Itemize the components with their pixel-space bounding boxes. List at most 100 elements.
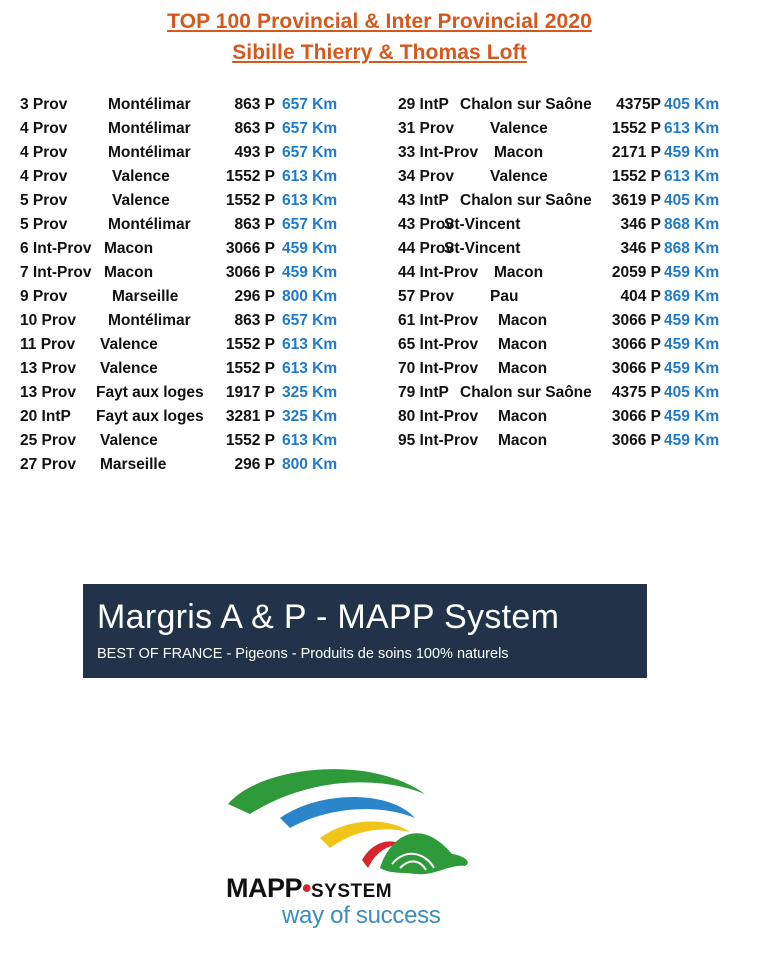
rank-race: 9 Prov — [20, 288, 68, 305]
distance: 405 Km — [664, 96, 720, 113]
points: 1552 P — [225, 432, 275, 449]
result-row: 44 Int-Prov Macon 2059 P 459 Km — [398, 261, 743, 285]
release-place: Macon — [498, 336, 548, 353]
distance: 325 Km — [282, 384, 338, 401]
rank-race: 25 Prov — [20, 432, 77, 449]
rank-race: 13 Prov — [20, 360, 77, 377]
release-place: Macon — [498, 408, 548, 425]
rank-race: 43 IntP — [398, 192, 449, 209]
page-title: TOP 100 Provincial & Inter Provincial 20… — [167, 10, 592, 33]
release-place: Chalon sur Saône — [460, 192, 592, 209]
logo-tagline: way of success — [282, 902, 441, 929]
logo-dot-icon: • — [302, 873, 311, 903]
release-place: Macon — [104, 264, 154, 281]
distance: 869 Km — [664, 288, 720, 305]
result-row: 33 Int-Prov Macon 2171 P 459 Km — [398, 141, 743, 165]
logo-brand: MAPP — [226, 873, 303, 903]
rank-race: 80 Int-Prov — [398, 408, 479, 425]
points: 1552 P — [225, 168, 275, 185]
result-row: 4 Prov Montélimar 493 P 657 Km — [20, 141, 380, 165]
result-row: 31 Prov Valence 1552 P 613 Km — [398, 117, 743, 141]
distance: 613 Km — [282, 360, 338, 377]
result-row: 11 Prov Valence 1552 P 613 Km — [20, 333, 380, 357]
release-place: Montélimar — [108, 312, 191, 329]
points: 863 P — [234, 312, 275, 329]
points: 3066 P — [611, 312, 661, 329]
points: 1552 P — [225, 336, 275, 353]
mapp-bird-logo-icon — [228, 769, 468, 875]
rank-race: 3 Prov — [20, 96, 68, 113]
points: 3066 P — [611, 360, 661, 377]
points: 1552 P — [611, 120, 661, 137]
logo-brand-suffix: SYSTEM — [310, 881, 393, 902]
page-subtitle: Sibille Thierry & Thomas Loft — [232, 41, 527, 64]
distance: 459 Km — [282, 264, 338, 281]
rank-race: 11 Prov — [20, 336, 76, 353]
release-place: Marseille — [100, 456, 167, 473]
points: 3066 P — [611, 432, 661, 449]
points: 3281 P — [225, 408, 275, 425]
points: 4375 P — [611, 384, 661, 401]
release-place: Marseille — [112, 288, 179, 305]
points: 1917 P — [225, 384, 275, 401]
release-place: Valence — [490, 168, 548, 185]
distance: 459 Km — [664, 408, 720, 425]
distance: 800 Km — [282, 288, 338, 305]
distance: 405 Km — [664, 384, 720, 401]
result-row: 65 Int-Prov Macon 3066 P 459 Km — [398, 333, 743, 357]
release-place: Valence — [112, 192, 170, 209]
release-place: Macon — [104, 240, 154, 257]
distance: 657 Km — [282, 144, 338, 161]
distance: 657 Km — [282, 120, 338, 137]
rank-race: 79 IntP — [398, 384, 449, 401]
result-row: 5 Prov Montélimar 863 P 657 Km — [20, 213, 380, 237]
release-place: Valence — [490, 120, 548, 137]
points: 2059 P — [611, 264, 661, 281]
result-row: 5 Prov Valence 1552 P 613 Km — [20, 189, 380, 213]
points: 493 P — [234, 144, 275, 161]
release-place: St-Vincent — [444, 216, 521, 233]
release-place: Valence — [100, 360, 158, 377]
result-row: 7 Int-Prov Macon 3066 P 459 Km — [20, 261, 380, 285]
result-row: 29 IntP Chalon sur Saône 4375P 405 Km — [398, 93, 743, 117]
result-row: 3 Prov Montélimar 863 P 657 Km — [20, 93, 380, 117]
points: 1552 P — [225, 360, 275, 377]
release-place: Montélimar — [108, 96, 191, 113]
points: 3066 P — [611, 408, 661, 425]
distance: 405 Km — [664, 192, 720, 209]
points: 2171 P — [611, 144, 661, 161]
result-row: 20 IntP Fayt aux loges 3281 P 325 Km — [20, 405, 380, 429]
result-row: 27 Prov Marseille 296 P 800 Km — [20, 453, 380, 477]
rank-race: 4 Prov — [20, 168, 68, 185]
results-list-left: 3 Prov Montélimar 863 P 657 Km 4 Prov Montéli… — [20, 93, 380, 477]
result-row: 80 Int-Prov Macon 3066 P 459 Km — [398, 405, 743, 429]
points: 3619 P — [611, 192, 661, 209]
result-row: 4 Prov Montélimar 863 P 657 Km — [20, 117, 380, 141]
result-row: 4 Prov Valence 1552 P 613 Km — [20, 165, 380, 189]
distance: 459 Km — [664, 264, 720, 281]
result-row: 79 IntP Chalon sur Saône 4375 P 405 Km — [398, 381, 743, 405]
result-row: 70 Int-Prov Macon 3066 P 459 Km — [398, 357, 743, 381]
release-place: Montélimar — [108, 216, 191, 233]
distance: 657 Km — [282, 216, 338, 233]
distance: 459 Km — [664, 312, 720, 329]
rank-race: 44 Prov — [398, 240, 455, 257]
rank-race: 5 Prov — [20, 192, 68, 209]
release-place: Valence — [100, 432, 158, 449]
result-row: 13 Prov Fayt aux loges 1917 P 325 Km — [20, 381, 380, 405]
release-place: Macon — [494, 144, 544, 161]
release-place: Macon — [498, 312, 548, 329]
release-place: Montélimar — [108, 120, 191, 137]
result-row: 43 Prov St-Vincent 346 P 868 Km — [398, 213, 743, 237]
rank-race: 33 Int-Prov — [398, 144, 479, 161]
distance: 325 Km — [282, 408, 338, 425]
points: 346 P — [620, 216, 661, 233]
rank-race: 4 Prov — [20, 120, 68, 137]
result-row: 6 Int-Prov Macon 3066 P 459 Km — [20, 237, 380, 261]
release-place: Macon — [498, 432, 548, 449]
logo-wordmark: MAPP•SYSTEM — [226, 873, 392, 904]
points: 1552 P — [611, 168, 661, 185]
rank-race: 29 IntP — [398, 96, 449, 113]
distance: 613 Km — [282, 168, 338, 185]
rank-race: 7 Int-Prov — [20, 264, 92, 281]
